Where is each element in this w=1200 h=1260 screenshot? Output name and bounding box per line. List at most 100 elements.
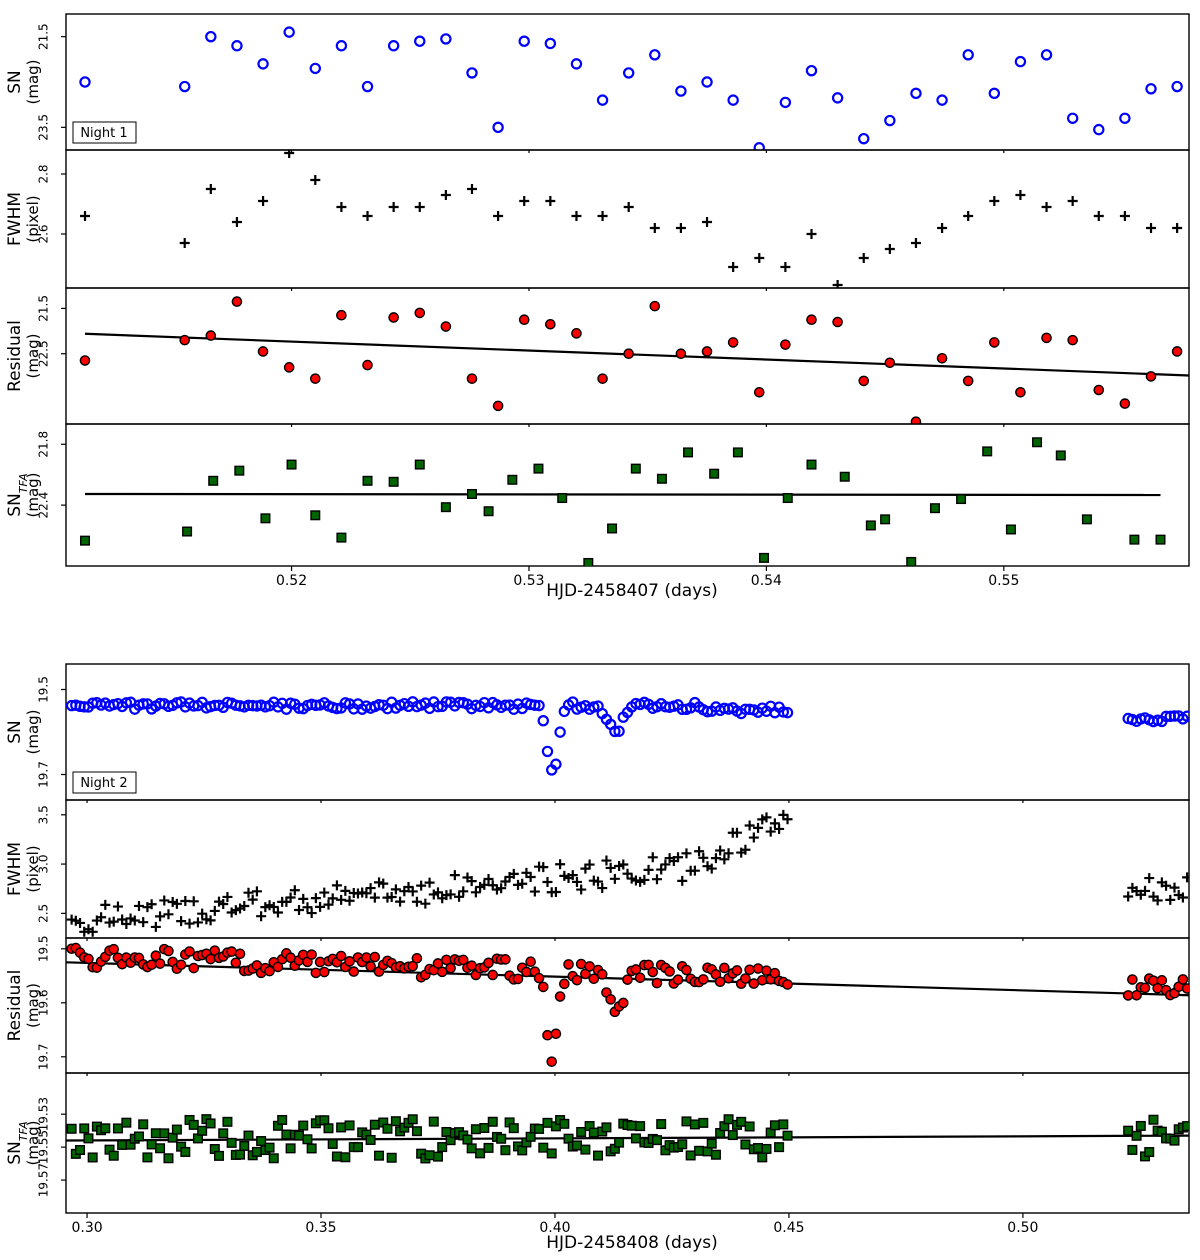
data-point (239, 900, 250, 911)
data-point (1135, 1120, 1146, 1131)
data-point (701, 76, 713, 88)
data-point (83, 1133, 94, 1144)
data-point (571, 876, 582, 887)
data-point (449, 870, 460, 881)
data-point (315, 901, 326, 912)
data-point (534, 1123, 545, 1134)
data-point (146, 899, 157, 910)
data-point (754, 253, 765, 263)
data-point (457, 954, 469, 966)
data-point (365, 883, 376, 894)
data-point (432, 700, 444, 713)
data-point (231, 217, 242, 227)
data-point (1169, 1135, 1180, 1146)
data-point (1119, 398, 1131, 409)
data-point (596, 969, 608, 980)
data-point (222, 1116, 233, 1127)
data-point (651, 1135, 662, 1146)
data-point (630, 964, 642, 975)
data-point (744, 820, 755, 831)
data-point (677, 1139, 688, 1150)
data-point (188, 1119, 199, 1130)
data-point (613, 725, 625, 737)
data-point (576, 884, 587, 895)
data-point (184, 946, 195, 957)
data-point (884, 244, 895, 254)
data-point (601, 1122, 612, 1133)
data-point (369, 1119, 380, 1130)
data-point (154, 958, 166, 969)
data-point (1171, 346, 1183, 357)
data-point (184, 918, 195, 929)
data-point (445, 889, 456, 900)
data-point (466, 1143, 477, 1154)
data-point (1127, 974, 1138, 985)
night-label-box (72, 121, 137, 144)
data-point (234, 948, 246, 960)
data-point (284, 150, 295, 158)
x-tick-label: 0.45 (773, 1220, 804, 1236)
data-point (545, 318, 556, 330)
data-point (167, 1132, 178, 1143)
data-point (512, 973, 524, 985)
data-point (188, 896, 199, 907)
data-point (361, 80, 374, 93)
data-point (466, 67, 478, 79)
data-point (719, 962, 730, 974)
night-2-figure: 19.5 19.7 SN(mag) Night 2 2.5 3.0 3.5 FWHM(pixe… (5, 663, 1190, 1236)
data-point (607, 523, 618, 534)
data-point (369, 951, 381, 963)
data-point (432, 887, 443, 898)
data-point (740, 1139, 751, 1150)
data-point (479, 1123, 490, 1134)
data-point (180, 1146, 191, 1157)
data-point (335, 950, 347, 962)
data-point (79, 1123, 90, 1134)
data-point (1177, 892, 1188, 903)
data-point (155, 911, 166, 922)
data-point (542, 876, 553, 887)
data-point (1123, 1125, 1134, 1136)
data-point (1093, 123, 1105, 136)
data-point (466, 876, 477, 887)
data-point (723, 848, 734, 859)
y-tick-label: 19.55 (37, 1130, 51, 1164)
data-point (79, 211, 90, 221)
data-point (309, 373, 321, 384)
data-point (310, 175, 321, 185)
data-point (580, 1144, 591, 1155)
data-point (75, 917, 86, 928)
data-point (108, 916, 119, 927)
data-point (529, 886, 540, 897)
sn-panel: 19.5 19.7 SN(mag) Night 2 (5, 663, 1190, 803)
y-axis-label: FWHM(pixel) (5, 192, 42, 246)
sn-panel: 21.5 23.5 SN(mag) Night 1 (5, 13, 1190, 153)
data-point (209, 905, 220, 916)
data-point (630, 1133, 641, 1144)
data-point (759, 552, 770, 563)
data-point (1014, 55, 1027, 68)
data-point (340, 1152, 351, 1163)
data-point (884, 114, 896, 127)
x-tick-label: 0.54 (751, 573, 782, 589)
data-point (462, 1134, 473, 1145)
data-point (660, 859, 671, 870)
y-tick-label: 19.57 (37, 1163, 51, 1197)
data-point (362, 475, 373, 486)
y-axis-label: SN(mag) (5, 59, 42, 104)
data-point (544, 37, 557, 50)
data-point (310, 893, 321, 904)
data-point (100, 1123, 111, 1134)
data-point (605, 994, 616, 1005)
data-point (936, 94, 948, 106)
data-point (805, 64, 818, 77)
data-point (440, 502, 451, 513)
data-point (388, 202, 399, 212)
data-point (289, 885, 300, 896)
night-label-box (72, 771, 137, 794)
data-point (466, 184, 477, 194)
data-point (681, 848, 692, 859)
y-tick-label: 19.7 (37, 1043, 51, 1070)
data-point (675, 348, 687, 360)
